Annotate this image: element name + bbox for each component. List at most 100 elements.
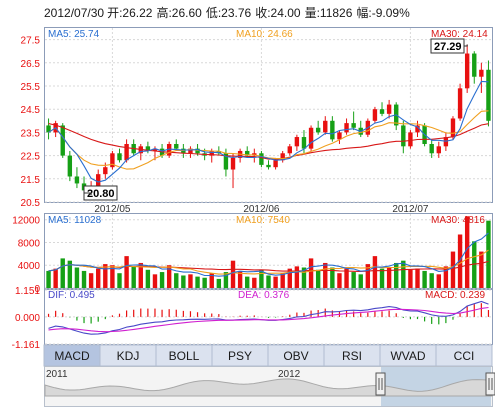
tab-label: PSY [228, 349, 252, 363]
volume-bar [380, 269, 384, 288]
volume-bar [309, 258, 313, 288]
volume-bar [82, 271, 86, 288]
volume-ma10-legend: MA10: 7540 [236, 215, 290, 226]
navigator-year-2012: 2012 [278, 369, 301, 380]
volume-y-tick-label: 8000 [18, 238, 41, 249]
price-y-tick-label: 21.5 [21, 175, 41, 186]
volume-bar [295, 266, 299, 288]
volume-bar [252, 278, 256, 288]
high-price-marker-label: 27.29 [434, 41, 462, 53]
price-y-tick-label: 24.5 [21, 105, 41, 116]
volume-bar [451, 252, 455, 288]
candle [486, 60, 490, 126]
price-y-tick-label: 20.5 [21, 198, 41, 209]
macd-y-axis: 1.151 0.000 -1.161 [12, 286, 41, 351]
tab-rsi[interactable]: RSI [324, 345, 380, 366]
volume-bar [394, 263, 398, 288]
header-open-label: 开: [107, 6, 122, 20]
volume-bar [188, 274, 192, 288]
volume-bar [231, 261, 235, 288]
header-high-label: 高: [156, 5, 171, 20]
volume-bar [96, 269, 100, 288]
volume-bar [486, 221, 490, 288]
volume-y-tick-label: 12000 [12, 216, 40, 227]
price-y-tick-label: 25.5 [21, 82, 41, 93]
price-x-tick-label: 2012/05 [94, 204, 131, 215]
header-close-label: 收: [255, 6, 270, 20]
candle [408, 130, 412, 149]
volume-bar [479, 252, 483, 288]
tab-label: MACD [54, 349, 90, 363]
macd-dif-legend: DIF: 0.495 [48, 290, 95, 301]
macd-dea-legend: DEA: 0.376 [238, 290, 290, 301]
volume-bar [408, 270, 412, 288]
volume-bar [61, 258, 65, 288]
volume-bar [259, 270, 263, 288]
macd-value-legend: MACD: 0.239 [425, 290, 485, 301]
volume-bar [131, 266, 135, 288]
header-change: -9.09% [372, 6, 410, 20]
volume-bar [422, 271, 426, 288]
volume-bar [316, 270, 320, 288]
candle [110, 151, 114, 170]
volume-bar [46, 271, 50, 288]
low-price-marker: 20.80 [84, 186, 117, 200]
header-date: 2012/07/30 [44, 6, 104, 20]
volume-bar [160, 272, 164, 288]
price-ma30-legend: MA30: 24.14 [431, 29, 488, 40]
volume-bar [202, 278, 206, 288]
macd-y-tick-label: 0.000 [15, 313, 40, 324]
price-x-tick-label: 2012/07 [392, 204, 429, 215]
price-y-tick-label: 23.5 [21, 128, 41, 139]
price-y-tick-label: 22.5 [21, 152, 41, 163]
volume-bar [280, 273, 284, 288]
tab-wvad[interactable]: WVAD [380, 345, 436, 366]
tab-boll[interactable]: BOLL [156, 345, 212, 366]
price-ma5-legend: MA5: 25.74 [48, 29, 100, 40]
volume-bar [437, 274, 441, 288]
tab-label: BOLL [169, 349, 200, 363]
header-low: 23.76 [221, 6, 251, 20]
volume-bar [195, 277, 199, 288]
candle [373, 107, 377, 123]
volume-ma30-legend: MA30: 4816 [431, 215, 485, 226]
price-y-tick-label: 27.5 [21, 36, 41, 47]
volume-bar [337, 273, 341, 288]
price-x-tick-label: 2012/06 [243, 204, 280, 215]
navigator-right-handle[interactable] [486, 373, 495, 395]
tab-psy[interactable]: PSY [212, 345, 268, 366]
high-price-marker: 27.29 [431, 39, 467, 53]
macd-y-tick-label: 1.151 [15, 286, 40, 297]
navigator-left-handle[interactable] [376, 373, 385, 395]
navigator-year-2011: 2011 [46, 369, 68, 380]
volume-bar [75, 268, 79, 288]
candle [259, 151, 263, 167]
tab-label: OBV [283, 349, 308, 363]
volume-bar [146, 270, 150, 288]
macd-y-tick-label: -1.161 [12, 340, 41, 351]
tab-obv[interactable]: OBV [268, 345, 324, 366]
header-volume-label: 量: [305, 6, 320, 20]
tab-label: CCI [454, 349, 475, 363]
tab-label: KDJ [117, 349, 140, 363]
candle [309, 125, 313, 151]
volume-bar [415, 269, 419, 288]
volume-bar [245, 277, 249, 288]
volume-bar [401, 261, 405, 288]
volume-bar [153, 274, 157, 288]
volume-ma5-legend: MA5: 11028 [48, 215, 102, 226]
volume-bar [273, 277, 277, 288]
tab-cci[interactable]: CCI [436, 345, 492, 366]
tab-macd[interactable]: MACD [44, 345, 100, 366]
price-ma10-legend: MA10: 24.66 [236, 29, 293, 40]
header-low-label: 低: [206, 6, 221, 20]
header-close: 24.00 [271, 6, 301, 20]
tab-kdj[interactable]: KDJ [100, 345, 156, 366]
volume-bar [323, 263, 327, 288]
volume-bar [266, 275, 270, 288]
header-change-label: 幅: [356, 5, 371, 20]
